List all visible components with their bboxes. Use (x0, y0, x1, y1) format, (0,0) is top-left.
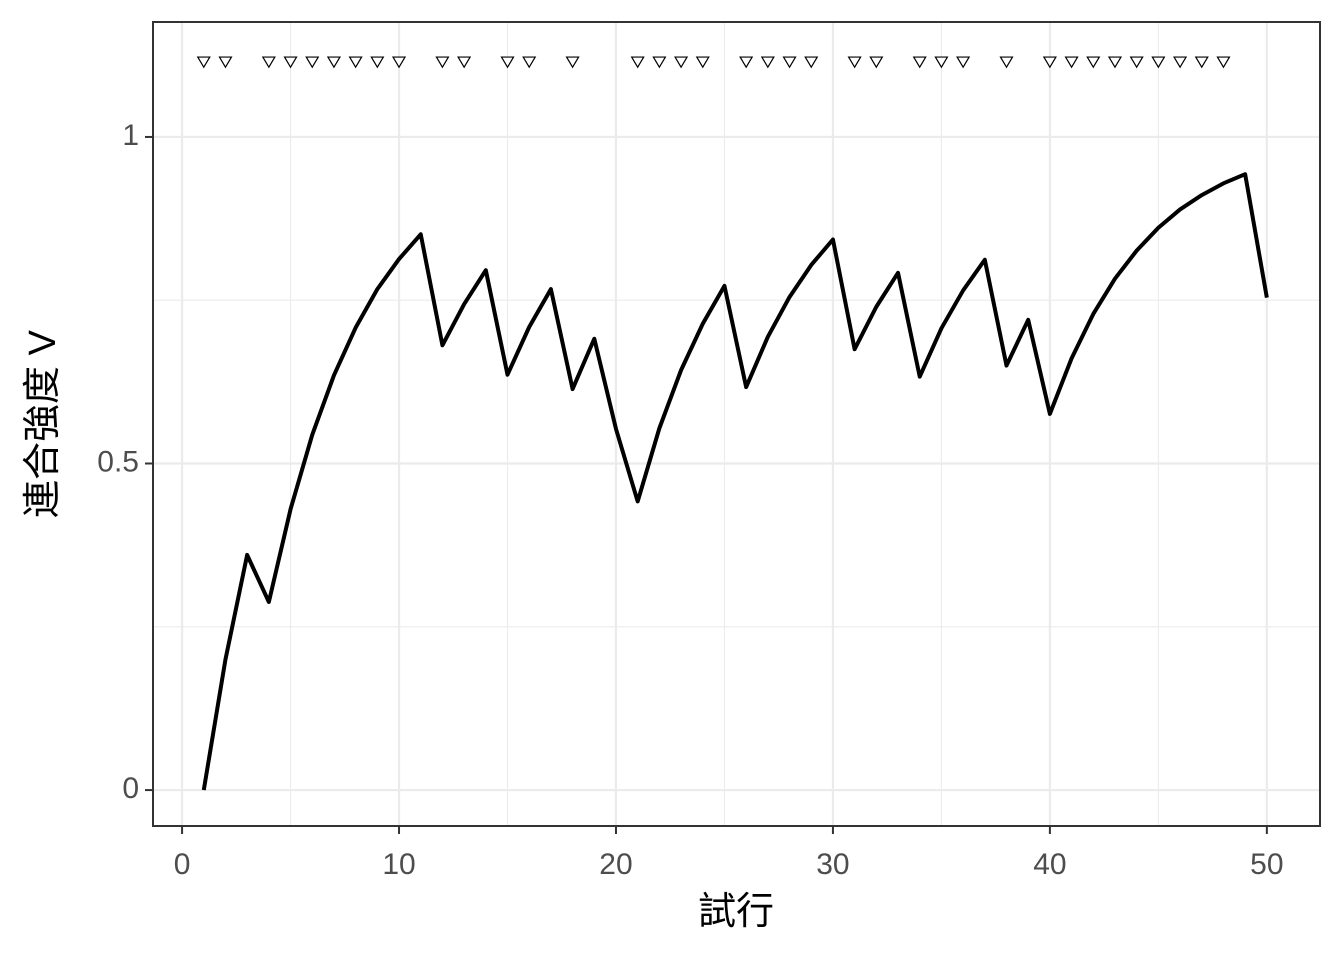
marker (674, 56, 689, 69)
panel-border (152, 21, 1321, 827)
marker (782, 56, 797, 69)
marker (847, 56, 862, 69)
marker (522, 56, 537, 69)
marker (630, 56, 645, 69)
marker (1216, 56, 1231, 69)
y-tick-label: 0 (122, 772, 139, 805)
x-tick-label: 40 (1033, 848, 1066, 881)
marker (739, 56, 754, 69)
x-axis-title: 試行 (698, 891, 774, 933)
marker (1151, 56, 1166, 69)
data-line (201, 172, 1269, 791)
marker (500, 56, 515, 69)
marker (565, 56, 580, 69)
marker (370, 56, 385, 69)
marker (934, 56, 949, 69)
y-tick-label: 0.5 (97, 445, 139, 478)
marker (305, 56, 320, 69)
y-tick-label: 1 (122, 119, 139, 152)
marker (457, 56, 472, 69)
grid (153, 22, 1320, 826)
marker (1086, 56, 1101, 69)
marker (1194, 56, 1209, 69)
marker (804, 56, 819, 69)
marker (283, 56, 298, 69)
marker (912, 56, 927, 69)
marker (326, 56, 341, 69)
marker (956, 56, 971, 69)
marker (695, 56, 710, 69)
marker (1107, 56, 1123, 69)
x-tick-label: 10 (382, 848, 415, 881)
x-tick-label: 30 (816, 848, 849, 881)
marker (391, 56, 407, 69)
marker (1042, 56, 1057, 69)
marker (348, 56, 363, 69)
x-tick-label: 50 (1250, 848, 1283, 881)
x-tick-label: 20 (599, 848, 632, 881)
marker (261, 56, 276, 69)
marker (869, 56, 884, 69)
marker (1173, 56, 1188, 69)
marker (652, 56, 667, 69)
marker (218, 56, 233, 69)
marker (1129, 56, 1144, 69)
y-axis-title: 連合強度 V (22, 329, 64, 518)
x-tick-label: 0 (174, 848, 191, 881)
marker (760, 56, 775, 69)
marker (196, 56, 211, 69)
marker (999, 56, 1014, 69)
marker (1064, 56, 1079, 69)
marker (435, 56, 450, 69)
plot-area (196, 56, 1269, 791)
